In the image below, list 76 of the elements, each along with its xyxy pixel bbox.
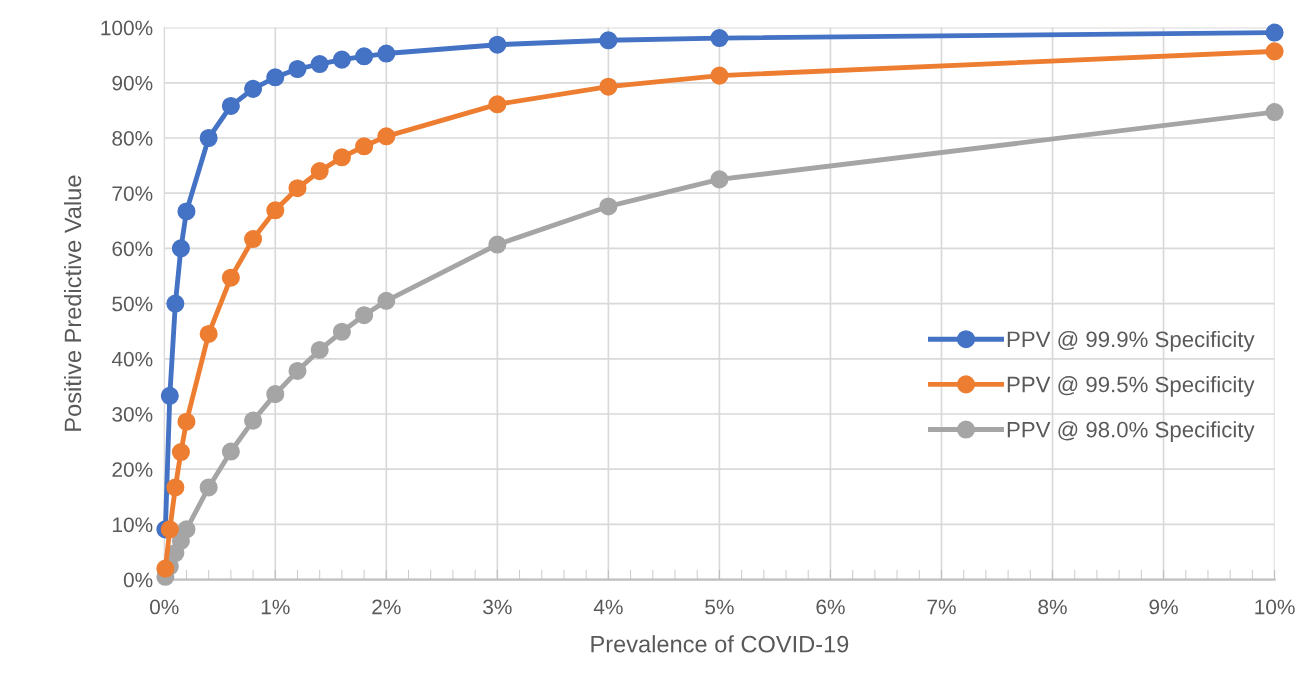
legend-label: PPV @ 99.5% Specificity xyxy=(1007,376,1255,397)
legend-label: PPV @ 99.9% Specificity xyxy=(1007,330,1255,352)
point xyxy=(266,68,285,87)
point xyxy=(156,559,175,578)
point xyxy=(199,478,218,497)
x-tick-label: 1% xyxy=(261,599,290,615)
point xyxy=(377,44,396,63)
point xyxy=(160,386,179,405)
point xyxy=(332,322,351,341)
x-axis-title: Prevalence of COVID-19 xyxy=(591,635,849,653)
y-tick-label: 60% xyxy=(112,241,153,257)
point xyxy=(199,324,218,343)
point xyxy=(710,66,729,85)
point xyxy=(710,170,729,189)
y-tick-label: 30% xyxy=(112,407,153,422)
y-tick-label: 50% xyxy=(112,296,153,312)
x-tick-label: 4% xyxy=(593,599,623,615)
point xyxy=(171,443,190,462)
point xyxy=(221,442,240,461)
point xyxy=(288,179,307,198)
legend-label: PPV @ 98.0% Specificity xyxy=(1007,421,1255,442)
y-tick-label: 40% xyxy=(111,351,153,367)
point xyxy=(1265,42,1284,61)
point xyxy=(332,50,351,69)
y-axis-title: Positive Predictive Value xyxy=(63,175,82,431)
point xyxy=(599,31,618,50)
x-tick-label: 7% xyxy=(927,599,956,615)
point xyxy=(244,79,263,98)
point xyxy=(221,268,240,287)
point xyxy=(177,520,196,539)
point xyxy=(288,361,307,380)
point xyxy=(310,162,329,181)
point xyxy=(332,148,351,167)
point xyxy=(599,77,618,96)
point xyxy=(599,197,618,216)
point xyxy=(221,96,240,116)
x-tick-label: 2% xyxy=(372,599,401,615)
point xyxy=(1265,103,1284,122)
x-tick-label: 0% xyxy=(150,599,179,615)
point xyxy=(177,412,196,431)
x-tick-label: 9% xyxy=(1149,599,1178,615)
x-tick-label: 10% xyxy=(1255,599,1295,615)
point xyxy=(355,137,374,156)
point xyxy=(166,478,185,497)
y-tick-label: 80% xyxy=(112,131,153,146)
point xyxy=(266,385,285,404)
point xyxy=(244,229,263,249)
point xyxy=(171,239,190,258)
point xyxy=(310,340,329,359)
point xyxy=(377,291,396,310)
point xyxy=(355,47,374,66)
point xyxy=(166,294,185,313)
point xyxy=(288,59,307,79)
y-tick-label: 0% xyxy=(123,572,153,588)
point xyxy=(710,29,729,48)
point xyxy=(355,306,374,325)
x-tick-label: 5% xyxy=(705,599,734,615)
point xyxy=(1265,23,1284,42)
y-tick-label: 10% xyxy=(113,517,153,533)
point xyxy=(177,202,196,221)
y-tick-label: 70% xyxy=(112,186,153,201)
point xyxy=(244,411,263,430)
x-tick-label: 6% xyxy=(816,599,845,615)
point xyxy=(160,520,179,539)
x-tick-label: 3% xyxy=(483,599,512,615)
point xyxy=(488,95,507,114)
x-tick-label: 8% xyxy=(1038,599,1067,615)
y-tick-label: 100% xyxy=(101,20,153,36)
point xyxy=(488,35,507,54)
y-tick-label: 20% xyxy=(112,462,153,477)
point xyxy=(377,127,396,146)
point xyxy=(488,235,507,254)
point xyxy=(199,128,218,148)
point xyxy=(310,55,329,74)
point xyxy=(266,201,285,220)
y-tick-label: 90% xyxy=(112,75,153,91)
